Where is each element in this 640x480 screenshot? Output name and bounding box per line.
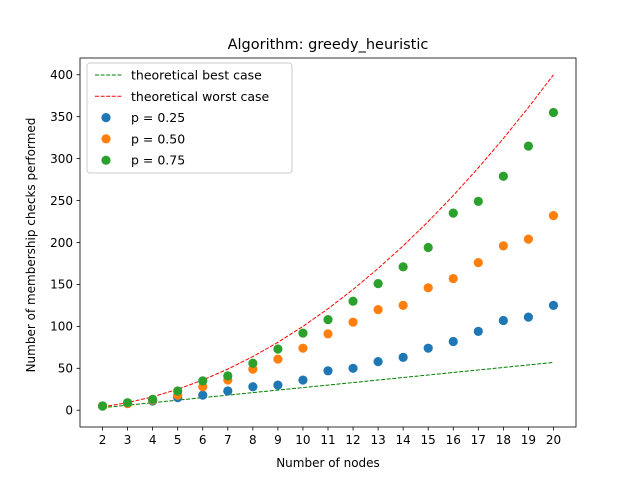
scatter-point-s0-13 [423,343,433,353]
scatter-point-s0-9 [323,366,333,376]
scatter-point-s2-9 [323,315,333,325]
scatter-point-s2-4 [198,376,208,386]
scatter-point-s2-0 [97,401,108,411]
scatter-point-s1-13 [423,283,433,293]
scatter-point-s2-2 [148,394,158,404]
y-tick-label-2: 100 [50,320,73,334]
plot-area: 2 3 4 5 6 7 8 9 10 11 12 13 14 15 16 17 18 19 200501001502… [50,57,577,447]
scatter-point-s2-8 [298,328,308,338]
y-tick-label-4: 200 [50,236,73,250]
chart-title: Algorithm: greedy_heuristic [228,37,429,53]
x-tick-label-9: 11 [320,433,335,447]
legend-marker-swatch-2 [101,113,111,123]
y-tick-label-6: 300 [50,152,73,166]
scatter-point-s0-6 [248,382,258,392]
scatter-point-s1-15 [473,258,483,268]
scatter-point-s2-1 [123,398,133,408]
scatter-point-s2-15 [473,196,483,207]
x-tick-label-7: 9 [274,433,282,447]
x-tick-label-16: 18 [496,433,511,447]
x-tick-label-1: 3 [124,433,132,447]
x-tick-label-12: 14 [396,433,411,447]
legend-marker-swatch-3 [101,134,111,144]
x-tick-label-3: 5 [174,433,182,447]
scatter-point-s1-9 [323,329,333,339]
scatter-point-s2-14 [448,208,458,218]
scatter-point-s1-17 [523,234,534,244]
scatter-point-s2-17 [523,141,534,151]
scatter-point-s0-5 [223,386,233,396]
scatter-point-s2-11 [373,278,383,289]
legend-label-1: theoretical worst case [131,89,270,104]
legend: theoretical best case theoretical worst c… [86,62,293,174]
x-tick-label-5: 7 [224,433,232,447]
scatter-point-s0-7 [273,380,283,390]
scatter-point-s0-12 [398,352,408,362]
x-tick-label-15: 17 [471,433,486,447]
x-tick-label-14: 16 [446,433,461,447]
scatter-point-s0-16 [498,315,508,326]
scatter-point-s2-10 [348,296,358,306]
y-tick-label-1: 50 [58,362,73,376]
y-tick-label-3: 150 [50,278,73,292]
scatter-point-s0-4 [198,390,208,400]
scatter-point-s1-16 [498,241,508,251]
y-tick-label-8: 400 [50,68,73,82]
scatter-point-s1-10 [348,317,358,327]
scatter-point-s1-14 [448,273,458,284]
line-series-1 [102,74,554,408]
legend-label-0: theoretical best case [131,68,262,83]
x-tick-label-8: 10 [295,433,310,447]
scatter-point-s0-10 [348,363,358,373]
x-tick-label-11: 13 [370,433,385,447]
y-tick-label-0: 0 [65,404,73,418]
x-axis-label: Number of nodes [276,456,380,470]
x-tick-label-4: 6 [199,433,207,447]
scatter-point-s2-5 [223,371,233,381]
x-tick-label-17: 19 [521,433,536,447]
scatter-point-s1-11 [373,304,383,315]
legend-marker-swatch-4 [101,155,111,165]
scatter-point-s0-14 [448,336,458,347]
scatter-point-s0-11 [373,356,383,367]
scatter-point-s2-12 [398,262,408,272]
scatter-point-s0-15 [473,326,483,336]
y-tick-label-7: 350 [50,110,73,124]
legend-label-3: p = 0.50 [131,131,185,146]
scatter-point-s2-6 [248,358,258,368]
scatter-point-s2-18 [548,107,559,118]
x-tick-label-0: 2 [99,433,107,447]
scatter-point-s1-8 [298,343,308,353]
scatter-point-s1-18 [548,211,559,221]
scatter-point-s0-17 [523,312,534,322]
scatter-point-s0-18 [548,300,559,310]
scatter-point-s1-12 [398,300,408,310]
x-tick-label-2: 4 [149,433,157,447]
legend-label-2: p = 0.25 [131,110,185,125]
scatter-point-s2-13 [423,242,433,253]
y-axis-label: Number of membership checks performed [24,118,38,373]
legend-frame [86,62,293,174]
x-tick-label-18: 20 [546,433,561,447]
x-tick-label-13: 15 [421,433,436,447]
scatter-point-s2-3 [173,386,183,396]
x-tick-label-10: 12 [345,433,360,447]
legend-label-4: p = 0.75 [131,153,185,168]
x-tick-label-6: 8 [249,433,257,447]
scatter-point-s1-7 [273,354,283,364]
scatter-point-s2-16 [498,171,508,181]
y-tick-label-5: 250 [50,194,73,208]
scatter-point-s2-7 [273,344,283,354]
scatter-point-s0-8 [298,375,308,385]
